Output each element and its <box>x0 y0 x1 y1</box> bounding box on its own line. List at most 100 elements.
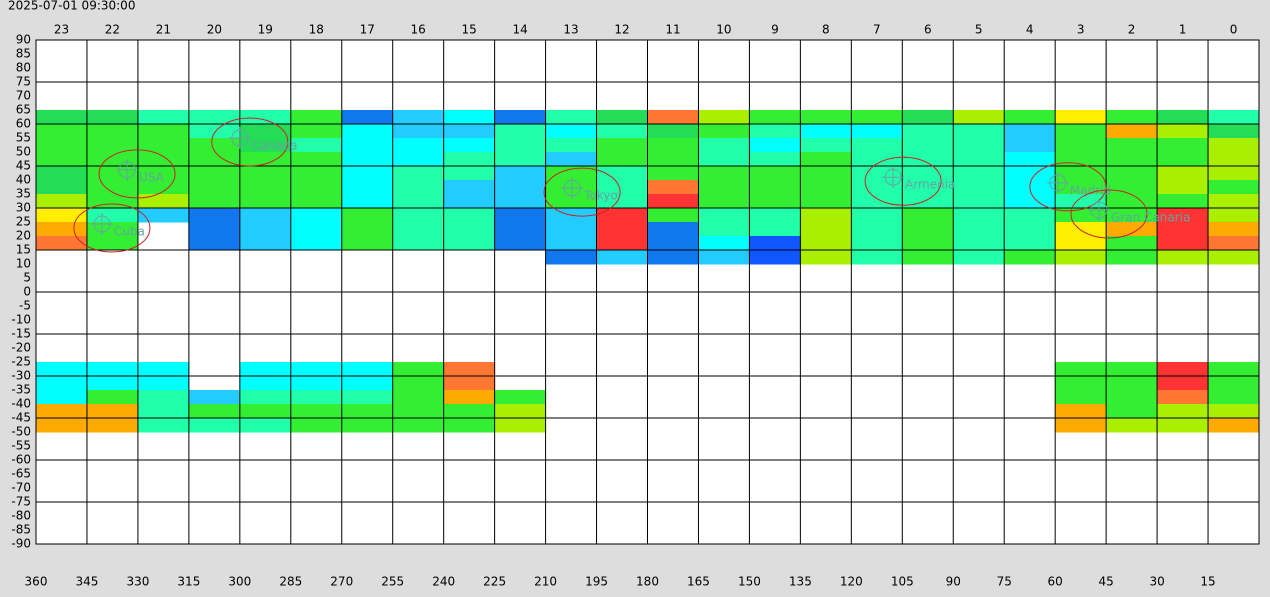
heat-cell <box>1055 390 1107 405</box>
heat-cell <box>749 194 801 209</box>
heat-cell <box>239 180 292 195</box>
hour-label: 0 <box>1230 23 1238 37</box>
hour-label: 10 <box>716 23 731 37</box>
heat-cell <box>443 180 496 195</box>
marker-label: Gran Canaria <box>1111 210 1190 224</box>
heat-cell <box>86 138 139 153</box>
heat-cell <box>290 208 343 223</box>
y-tick-label: 70 <box>16 89 31 103</box>
heat-cell <box>239 222 292 237</box>
heat-cell <box>290 194 343 209</box>
heat-cell <box>392 166 445 181</box>
heat-cell <box>443 404 496 419</box>
heat-cell <box>392 152 445 167</box>
region-ellipse <box>1029 162 1107 212</box>
heat-cell <box>902 110 954 125</box>
heat-cell <box>239 124 292 139</box>
heat-cell <box>698 152 750 167</box>
heat-cell <box>443 390 496 405</box>
heat-cell <box>1157 208 1209 223</box>
heat-cell <box>494 110 547 125</box>
heat-cell <box>698 222 750 237</box>
heat-cell <box>647 152 699 167</box>
heat-cell <box>851 166 903 181</box>
heat-cell <box>1106 180 1158 195</box>
heat-cell <box>800 194 852 209</box>
heat-cell <box>800 124 852 139</box>
heat-cell <box>494 390 547 405</box>
y-tick-label: 55 <box>16 131 31 145</box>
heat-cell <box>1208 110 1260 125</box>
heat-cell <box>443 194 496 209</box>
heat-cell <box>36 362 88 377</box>
region-ellipse <box>864 156 942 206</box>
marker-label: Armenia <box>905 178 955 192</box>
hour-label: 7 <box>873 23 881 37</box>
heat-cell <box>1106 208 1158 223</box>
heat-cell <box>647 124 699 139</box>
heat-cell <box>290 418 343 433</box>
heat-cell <box>1106 250 1158 265</box>
heat-cell <box>749 152 801 167</box>
region-ellipse <box>73 203 151 253</box>
heat-cell <box>851 236 903 251</box>
heat-cell <box>851 208 903 223</box>
hour-label: 17 <box>360 23 375 37</box>
heat-cell <box>1055 236 1107 251</box>
heat-cell <box>137 138 190 153</box>
heat-cell <box>341 124 394 139</box>
heat-cell <box>1208 376 1260 391</box>
y-tick-label: -35 <box>11 383 31 397</box>
heat-cell <box>902 138 954 153</box>
y-tick-label: -45 <box>11 411 31 425</box>
heat-cell <box>443 236 496 251</box>
heat-cell <box>1157 222 1209 237</box>
x-tick-label: 330 <box>126 575 149 589</box>
heat-cell <box>749 166 801 181</box>
hour-label: 13 <box>563 23 578 37</box>
heat-cell <box>749 208 801 223</box>
hour-label: 8 <box>822 23 830 37</box>
heat-cell <box>545 222 598 237</box>
heat-cell <box>86 362 139 377</box>
heat-cell <box>1208 250 1260 265</box>
heat-cell <box>902 194 954 209</box>
heat-cell <box>1208 208 1260 223</box>
heat-cell <box>1157 418 1209 433</box>
hour-label: 6 <box>924 23 932 37</box>
heat-cell <box>494 194 547 209</box>
x-tick-label: 165 <box>687 575 710 589</box>
heat-cell <box>647 222 699 237</box>
heat-cell <box>647 250 699 265</box>
heat-cell <box>36 180 88 195</box>
heat-cell <box>86 152 139 167</box>
y-tick-label: -25 <box>11 355 31 369</box>
heat-cell <box>953 166 1005 181</box>
hour-label: 1 <box>1179 23 1187 37</box>
y-tick-label: 35 <box>16 187 31 201</box>
heat-cell <box>1208 166 1260 181</box>
heat-cell <box>494 222 547 237</box>
y-tick-label: 90 <box>16 33 31 47</box>
heat-cell <box>341 418 394 433</box>
heat-cell <box>851 194 903 209</box>
y-tick-label: 40 <box>16 173 31 187</box>
heat-cell <box>36 376 88 391</box>
heat-cell <box>1157 152 1209 167</box>
heat-cell <box>36 236 88 251</box>
heat-cell <box>647 138 699 153</box>
hour-label: 14 <box>512 23 527 37</box>
x-tick-label: 180 <box>636 575 659 589</box>
hour-label: 2 <box>1128 23 1136 37</box>
heat-cell <box>902 250 954 265</box>
heat-cell <box>494 418 547 433</box>
heat-cell <box>1106 124 1158 139</box>
y-tick-label: 65 <box>16 103 31 117</box>
heat-cell <box>545 194 598 209</box>
x-tick-label: 240 <box>432 575 455 589</box>
heat-cell <box>494 124 547 139</box>
x-tick-label: 225 <box>483 575 506 589</box>
y-tick-label: -65 <box>11 467 31 481</box>
heat-cell <box>800 180 852 195</box>
